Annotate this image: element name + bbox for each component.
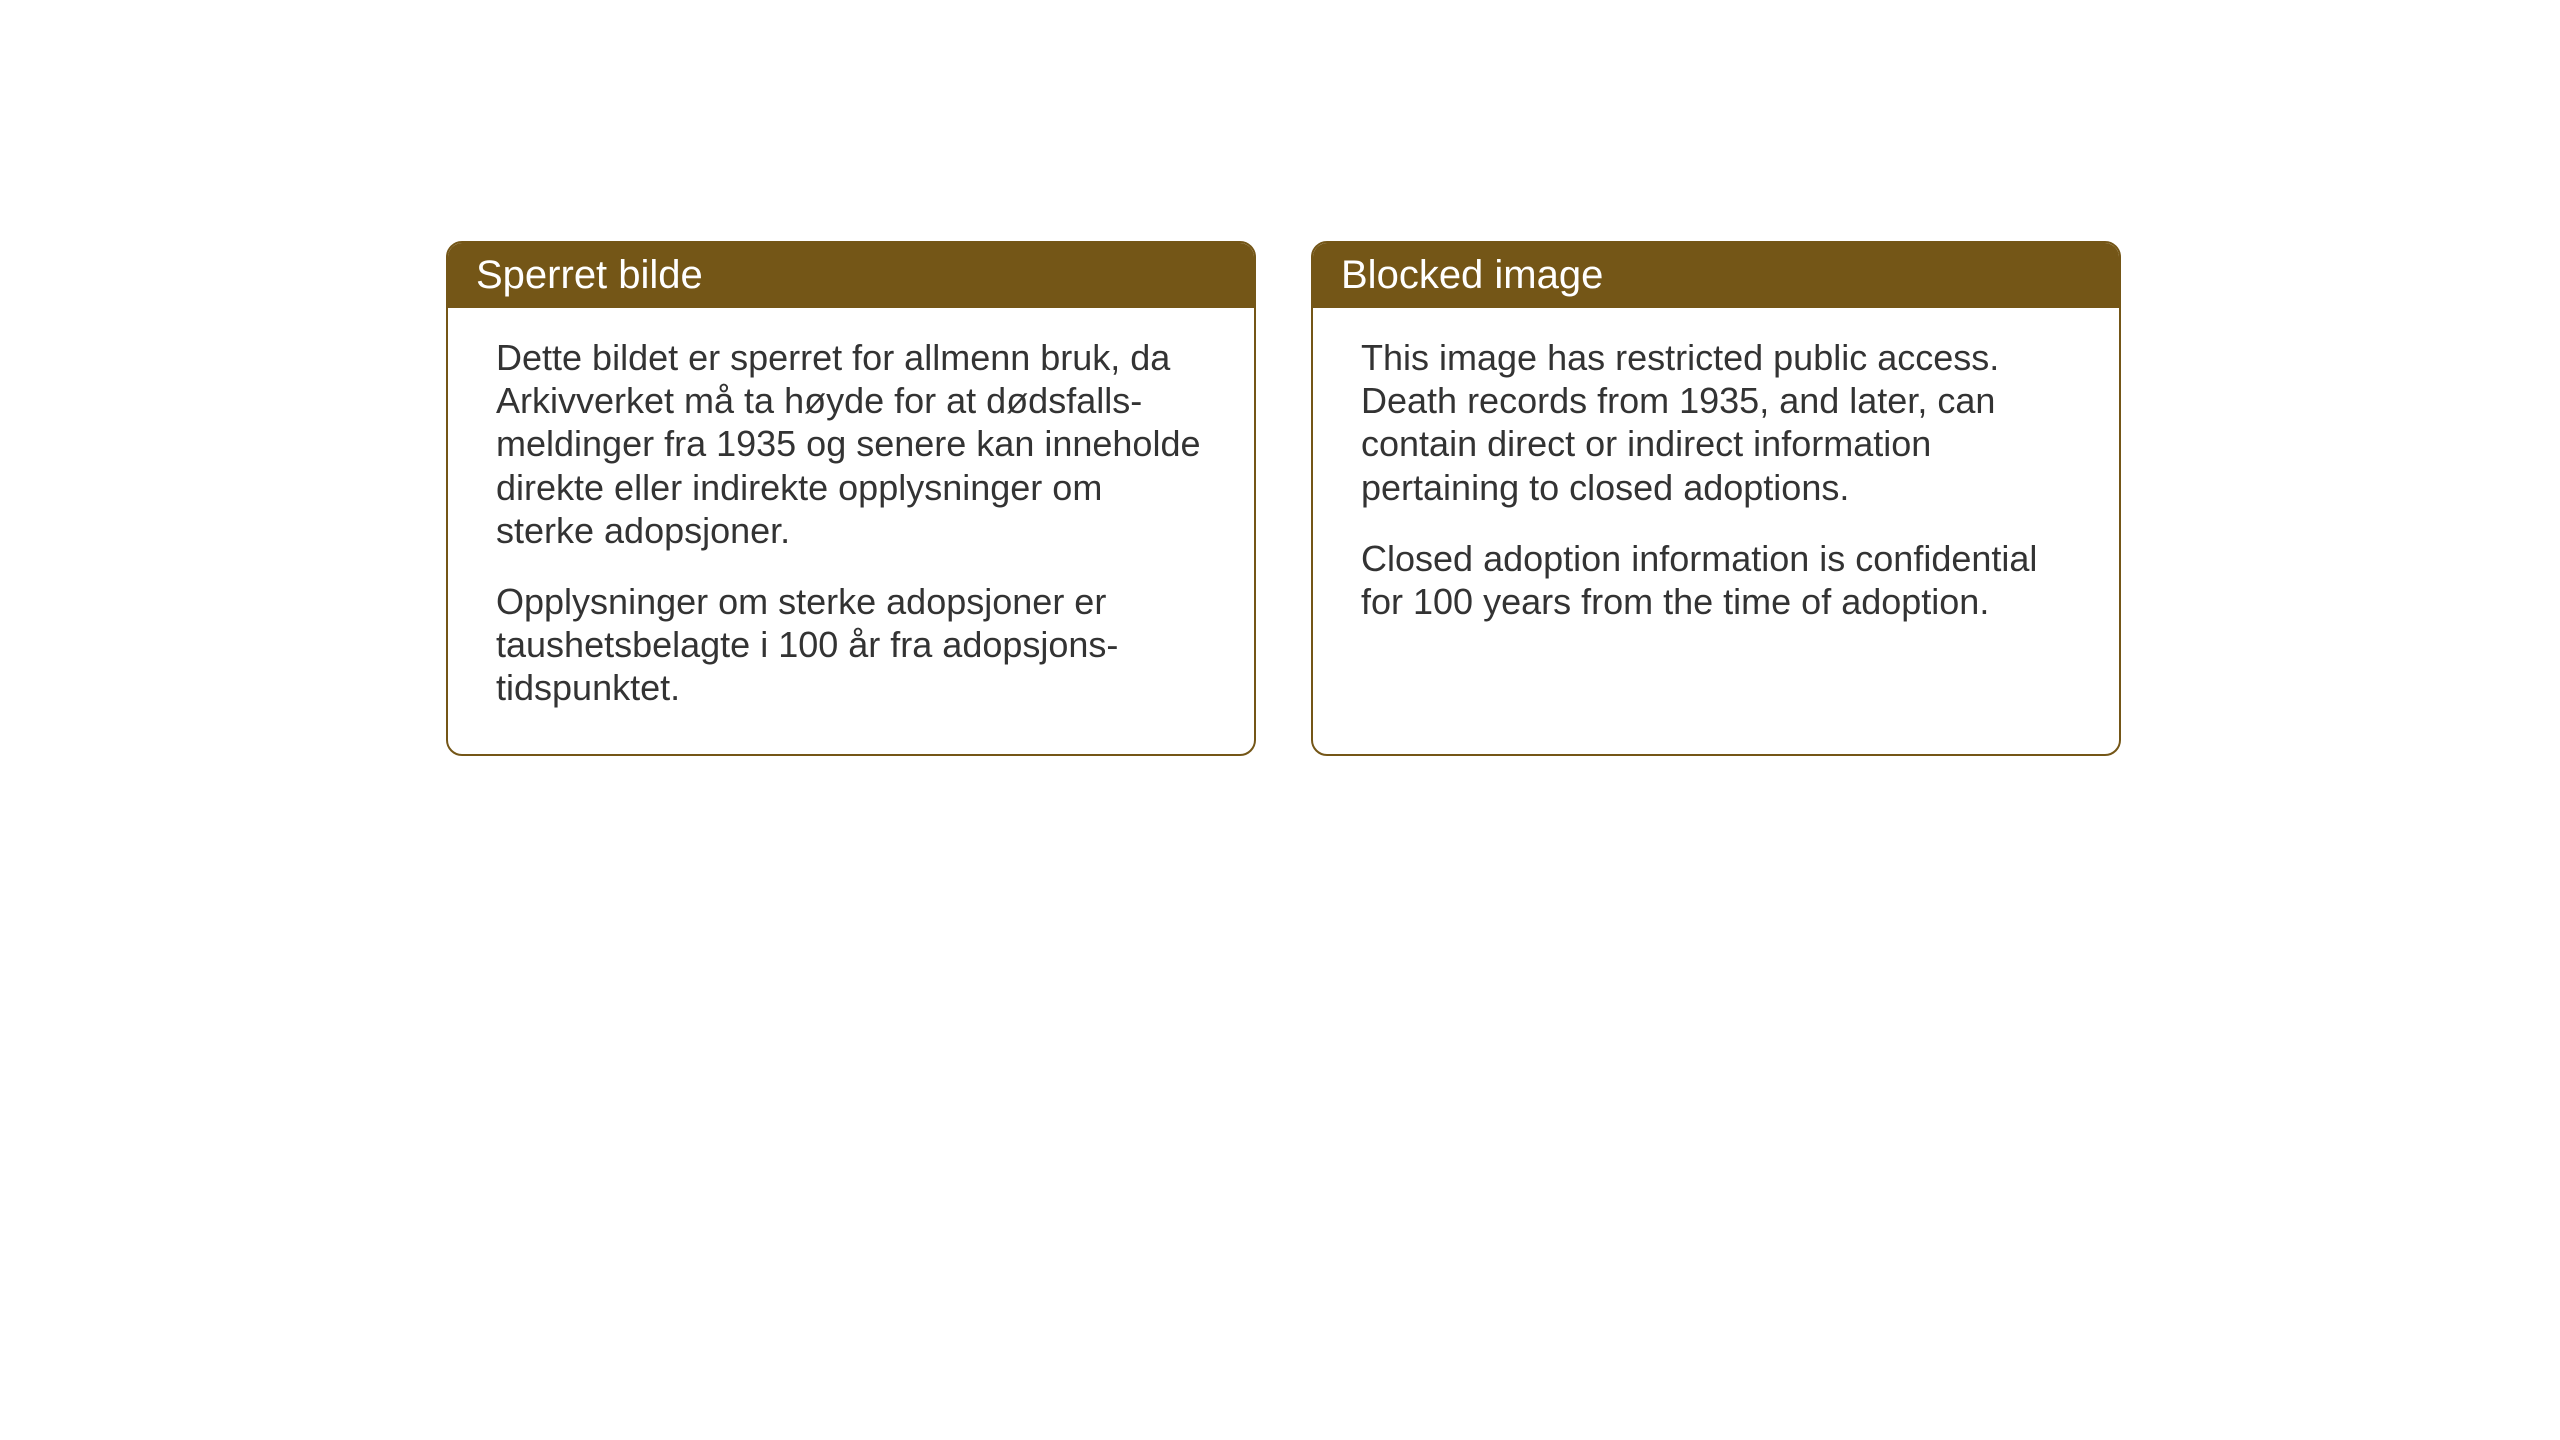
notice-para2-english: Closed adoption information is confident…: [1361, 537, 2071, 623]
notice-para1-english: This image has restricted public access.…: [1361, 336, 2071, 509]
notice-title-norwegian: Sperret bilde: [476, 253, 703, 297]
notice-body-english: This image has restricted public access.…: [1313, 308, 2119, 667]
notice-para1-norwegian: Dette bildet er sperret for allmenn bruk…: [496, 336, 1206, 552]
notice-title-english: Blocked image: [1341, 253, 1603, 297]
notice-header-norwegian: Sperret bilde: [448, 243, 1254, 308]
notice-container: Sperret bilde Dette bildet er sperret fo…: [446, 241, 2121, 756]
notice-header-english: Blocked image: [1313, 243, 2119, 308]
notice-box-norwegian: Sperret bilde Dette bildet er sperret fo…: [446, 241, 1256, 756]
notice-para2-norwegian: Opplysninger om sterke adopsjoner er tau…: [496, 580, 1206, 710]
notice-body-norwegian: Dette bildet er sperret for allmenn bruk…: [448, 308, 1254, 754]
notice-box-english: Blocked image This image has restricted …: [1311, 241, 2121, 756]
